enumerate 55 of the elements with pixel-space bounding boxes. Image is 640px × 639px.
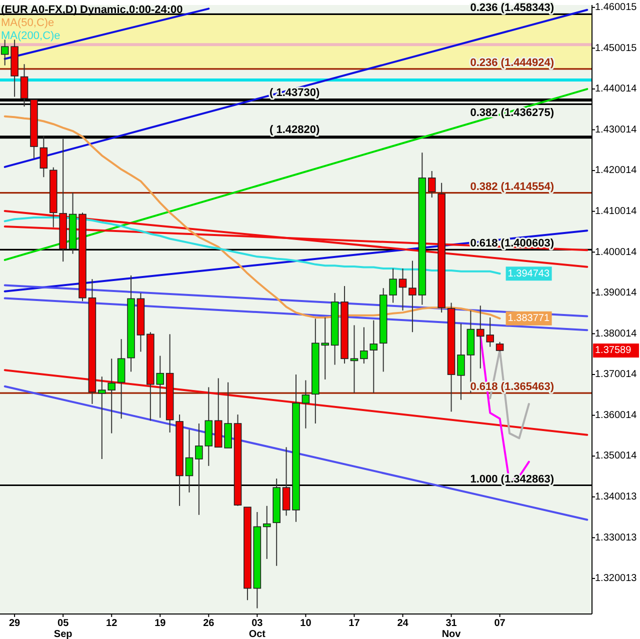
annotation: ( 1.42820) bbox=[270, 124, 320, 136]
y-tick-label: 1.440014 bbox=[595, 84, 638, 95]
x-tick-label: 26 bbox=[203, 618, 215, 629]
line-series bbox=[4, 216, 501, 275]
ref-line-label: 0.236 (1.444924) bbox=[470, 56, 554, 69]
x-tick-label: 24 bbox=[397, 618, 409, 629]
y-tick-label: 1.320013 bbox=[595, 573, 638, 584]
candlestick bbox=[20, 64, 28, 108]
x-tick-label: 07 bbox=[494, 618, 506, 629]
x-tick-label: 03 Oct bbox=[248, 618, 266, 639]
candlestick bbox=[40, 135, 48, 178]
candlestick bbox=[262, 505, 271, 560]
chart-title: (EUR A0-FX,D) Dynamic,0:00-24:00 bbox=[1, 4, 183, 16]
y-tick-label: 1.360014 bbox=[595, 410, 638, 421]
y-tick-label: 1.460015 bbox=[595, 2, 638, 14]
text: MA(50,C)e bbox=[1, 17, 54, 29]
candlestick bbox=[302, 380, 310, 429]
x-tick-label: 05 Sep bbox=[54, 618, 72, 639]
candlestick bbox=[360, 326, 368, 364]
text: 1.37589 bbox=[595, 345, 632, 356]
ref-line-label: 0.236 (1.458343) bbox=[470, 2, 554, 14]
candlestick bbox=[117, 338, 126, 420]
candlestick bbox=[408, 260, 416, 333]
x-tick-label: 10 bbox=[300, 618, 312, 629]
data-label: 1.383771 bbox=[508, 313, 550, 324]
x-tick-label: 12 bbox=[106, 618, 118, 629]
candlestick bbox=[282, 446, 290, 516]
y-tick-label: 1.400014 bbox=[595, 246, 638, 258]
y-tick-label: 1.420014 bbox=[595, 165, 638, 176]
text: MA(200,C)e bbox=[1, 30, 60, 42]
line-series bbox=[4, 115, 501, 320]
data-label: 1.394743 bbox=[508, 268, 550, 280]
candlestick bbox=[428, 170, 436, 198]
x-tick-label: 31 Nov bbox=[442, 618, 462, 639]
y-tick-label: 1.450015 bbox=[595, 42, 638, 54]
x-tick-label: 19 bbox=[154, 618, 166, 629]
candlestick bbox=[496, 341, 504, 352]
y-tick-label: 1.430014 bbox=[595, 124, 638, 136]
y-tick-label: 1.410014 bbox=[595, 206, 638, 217]
candlestick bbox=[398, 268, 407, 312]
y-tick-label: 1.340013 bbox=[595, 492, 638, 503]
y-tick-label: 1.380014 bbox=[595, 328, 638, 340]
ref-line-label: 0.382 (1.414554) bbox=[470, 180, 554, 193]
y-tick-label: 1.370014 bbox=[595, 369, 638, 380]
y-tick-label: 1.390014 bbox=[595, 288, 638, 299]
candlestick bbox=[185, 429, 194, 493]
x-tick-label: 17 bbox=[348, 618, 360, 629]
candlestick bbox=[389, 268, 397, 304]
x-tick-label: 29 bbox=[8, 618, 21, 629]
ref-line-label: 0.382 (1.436275) bbox=[470, 107, 554, 120]
candlestick bbox=[457, 323, 465, 400]
y-tick-label: 1.330013 bbox=[595, 532, 638, 544]
candlestick bbox=[370, 320, 378, 394]
candlestick bbox=[195, 423, 203, 516]
y-tick-label: 1.350014 bbox=[595, 450, 638, 462]
